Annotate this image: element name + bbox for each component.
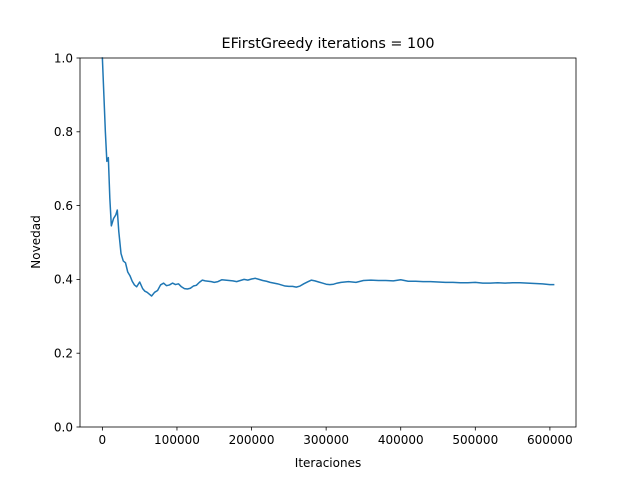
- x-tick-label: 300000: [303, 433, 349, 447]
- y-axis: 0.0 0.2 0.4 0.6 0.8 1.0: [54, 51, 80, 434]
- y-tick-label: 0.0: [54, 420, 73, 434]
- y-axis-label: Novedad: [29, 215, 43, 268]
- x-tick-label: 600000: [527, 433, 573, 447]
- series-line: [101, 57, 555, 297]
- x-tick-label: 500000: [452, 433, 498, 447]
- plot-area: [101, 57, 555, 297]
- y-tick-label: 0.6: [54, 199, 73, 213]
- x-axis: 0 100000 200000 300000 400000 500000 600000: [99, 427, 573, 447]
- plot-frame: [79, 57, 577, 428]
- x-tick-label: 200000: [229, 433, 275, 447]
- y-tick-label: 0.4: [54, 273, 73, 287]
- x-tick-label: 0: [99, 433, 107, 447]
- x-axis-label: Iteraciones: [295, 456, 361, 470]
- x-tick-label: 400000: [378, 433, 424, 447]
- chart-title: EFirstGreedy iterations = 100: [221, 36, 434, 52]
- y-tick-label: 1.0: [54, 51, 73, 65]
- x-tick-label: 100000: [154, 433, 200, 447]
- y-tick-label: 0.2: [54, 347, 73, 361]
- y-tick-label: 0.8: [54, 125, 73, 139]
